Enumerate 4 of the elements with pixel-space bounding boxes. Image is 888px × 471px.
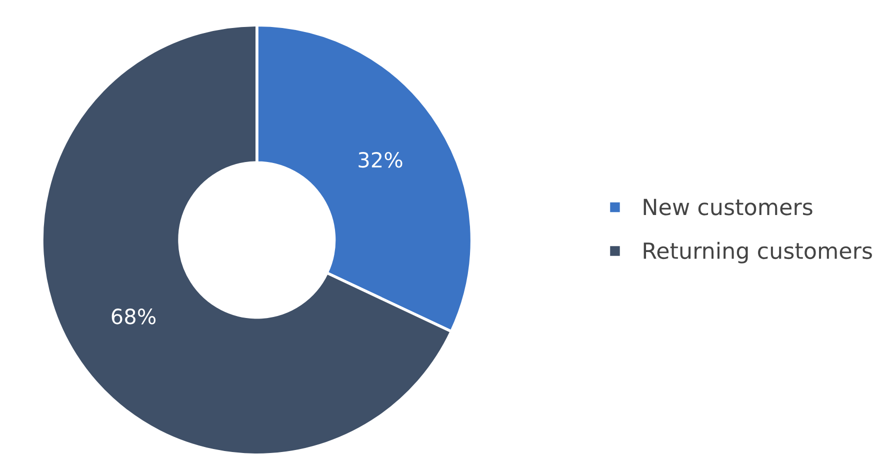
legend-label: Returning customers (644, 242, 872, 264)
data-label: 32% (358, 152, 402, 168)
legend-label: New customers (644, 198, 812, 216)
data-label: 68% (112, 308, 156, 324)
